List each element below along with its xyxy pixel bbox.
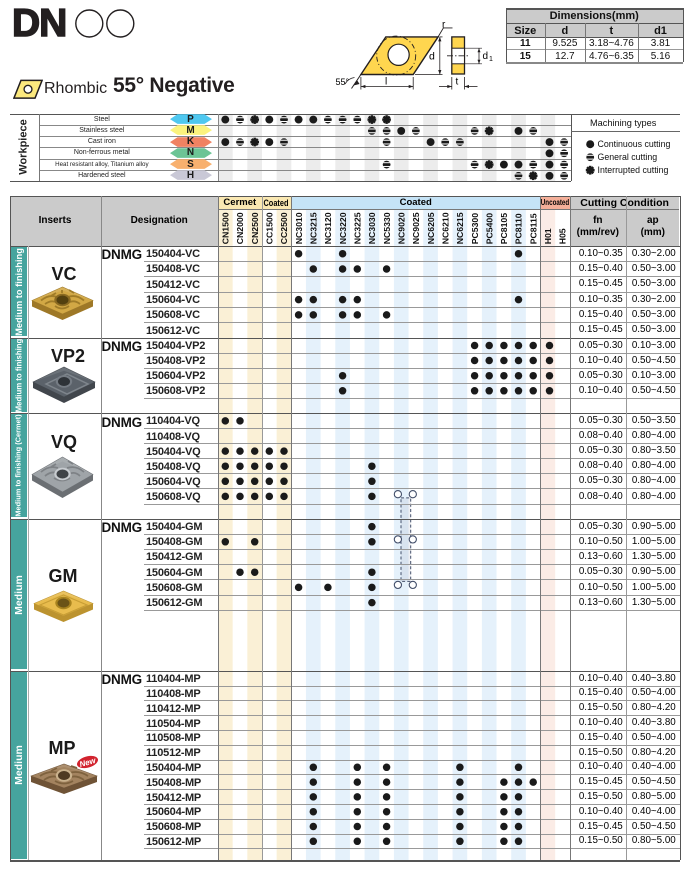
svg-text:NC5330: NC5330 (382, 212, 392, 244)
svg-text:PC8110: PC8110 (513, 213, 523, 244)
svg-text:NC6210: NC6210 (440, 212, 450, 244)
svg-text:NC3225: NC3225 (352, 212, 362, 244)
svg-text:H05: H05 (557, 228, 567, 244)
svg-text:d: d (483, 51, 489, 62)
svg-text:NC3010: NC3010 (294, 212, 304, 244)
svg-text:NC3120: NC3120 (323, 212, 333, 244)
svg-text:CN2500: CN2500 (250, 212, 260, 244)
svg-text:CC1500: CC1500 (264, 212, 274, 244)
svg-text:NC3215: NC3215 (308, 212, 318, 244)
svg-text:NC6205: NC6205 (426, 212, 436, 244)
svg-text:r: r (442, 20, 446, 31)
svg-text:l: l (385, 77, 387, 88)
svg-text:CN1500: CN1500 (220, 212, 230, 244)
svg-text:H01: H01 (543, 228, 553, 244)
svg-text:PC5400: PC5400 (484, 213, 494, 245)
svg-text:PC8115: PC8115 (528, 213, 538, 244)
svg-text:NC3220: NC3220 (338, 212, 348, 244)
svg-text:t: t (456, 77, 459, 88)
svg-text:NC9020: NC9020 (396, 212, 406, 244)
svg-text:CC2500: CC2500 (279, 212, 289, 244)
svg-text:PC8105: PC8105 (499, 213, 509, 245)
svg-text:NC3030: NC3030 (367, 212, 377, 244)
svg-text:PC5300: PC5300 (470, 213, 480, 245)
svg-text:d: d (429, 51, 435, 63)
svg-text:NC9025: NC9025 (411, 212, 421, 244)
svg-text:55°: 55° (336, 77, 350, 87)
svg-text:NC6215: NC6215 (455, 212, 465, 244)
svg-text:1: 1 (489, 56, 493, 63)
svg-text:CN2000: CN2000 (235, 212, 245, 244)
